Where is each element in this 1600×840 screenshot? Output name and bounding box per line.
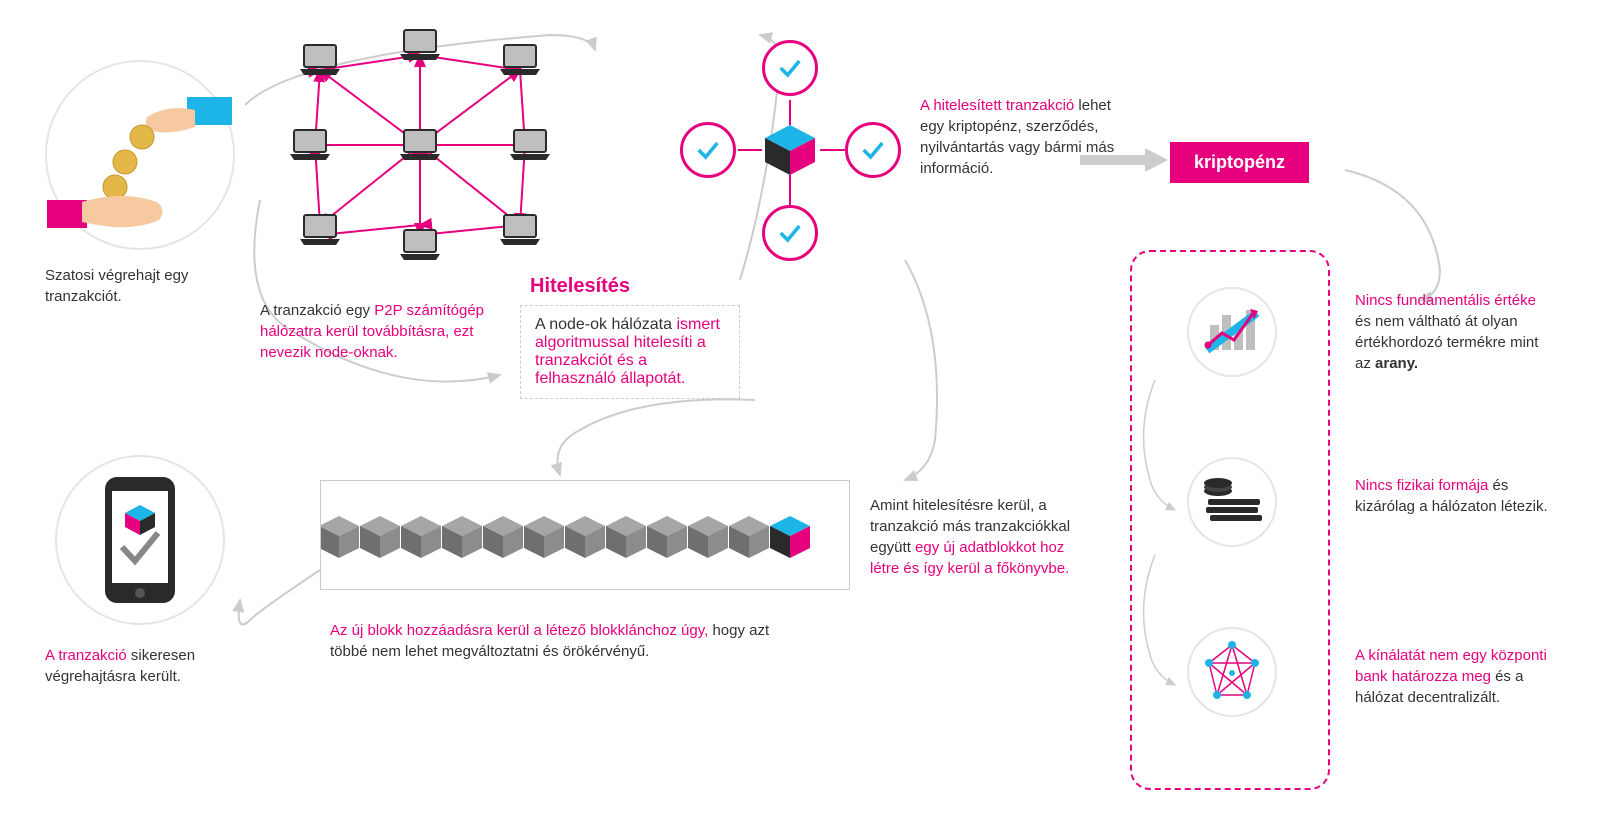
crypto-item-chart-icon (1187, 287, 1277, 377)
step3-pre: A node-ok hálózata (535, 316, 676, 333)
step1-text: Szatosi végrehajt egy tranzakciót. (45, 265, 245, 307)
step2-pre: A tranzakció egy (260, 302, 374, 319)
step7-circle (55, 455, 225, 625)
step3-box: A node-ok hálózata ismert algoritmussal … (520, 305, 740, 399)
crypto-item-network-icon (1187, 627, 1277, 717)
step5-text: Amint hitelesítésre kerül, a tranzakció … (870, 495, 1095, 579)
step7-hl: A tranzakció (45, 647, 127, 664)
laptop-icon (398, 128, 442, 162)
step6-hl: Az új blokk hozzáadásra kerül a létező b… (330, 622, 708, 639)
laptop-icon (398, 228, 442, 262)
laptop-icon (498, 213, 542, 247)
c2-hl: Nincs fizikai formája (1355, 477, 1488, 494)
crypto-item-coins-icon (1187, 457, 1277, 547)
crypto-text-2: Nincs fizikai formája és kizárólag a hál… (1355, 475, 1560, 517)
hands-coins-icon (47, 62, 237, 252)
c1-bold: arany. (1375, 355, 1418, 372)
check-right (845, 122, 901, 178)
crypto-banner: kriptopénz (1170, 142, 1309, 183)
crypto-text-1: Nincs fundamentális értéke és nem váltha… (1355, 290, 1555, 374)
cube-icon (760, 120, 820, 180)
phone-icon (100, 475, 180, 605)
laptop-icon (298, 213, 342, 247)
step1-text-content: Szatosi végrehajt egy tranzakciót. (45, 267, 188, 305)
laptop-icon (288, 128, 332, 162)
step1-circle (45, 60, 235, 250)
laptop-icon (398, 28, 442, 62)
check-bottom (762, 205, 818, 261)
step7-text: A tranzakció sikeresen végrehajtásra ker… (45, 645, 245, 687)
check-left (680, 122, 736, 178)
c1-hl: Nincs fundamentális értéke (1355, 292, 1536, 309)
step4-hl: A hitelesített tranzakció (920, 97, 1074, 114)
laptop-icon (498, 43, 542, 77)
check-top (762, 40, 818, 96)
laptop-icon (298, 43, 342, 77)
blockchain-box (320, 480, 850, 590)
step6-text: Az új blokk hozzáadásra kerül a létező b… (330, 620, 800, 662)
crypto-box (1130, 250, 1330, 790)
step3-title: Hitelesítés (530, 275, 630, 298)
crypto-text-3: A kínálatát nem egy központi bank határo… (1355, 645, 1550, 708)
laptop-icon (508, 128, 552, 162)
step4-text: A hitelesített tranzakció lehet egy krip… (920, 95, 1115, 179)
step2-text: A tranzakció egy P2P számítógép hálózatr… (260, 300, 490, 363)
blockchain-cubes (321, 481, 851, 591)
